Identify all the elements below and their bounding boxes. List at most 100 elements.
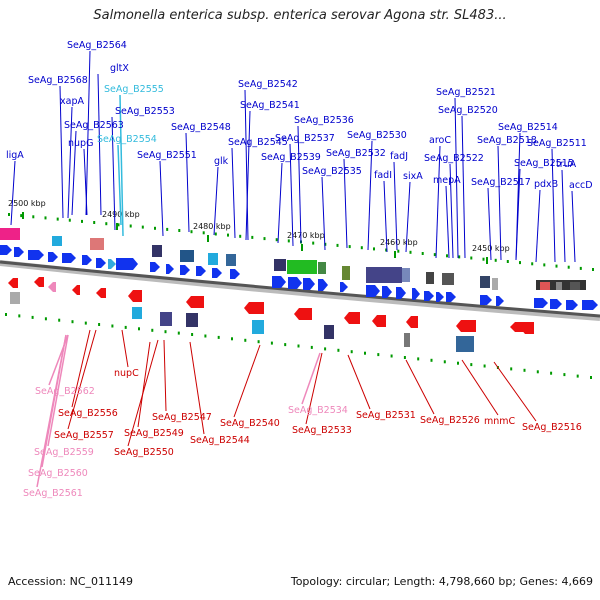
gene-label-reverse: nupC	[114, 368, 139, 379]
leader-line	[111, 116, 116, 231]
forward-gene-arrow	[396, 287, 406, 299]
tick-dot-lower	[191, 333, 194, 336]
kbp-major-tick	[486, 257, 488, 264]
gene-block	[456, 336, 474, 352]
gene-block	[186, 313, 198, 327]
leader-line	[244, 89, 249, 241]
reverse-gene-arrow	[344, 312, 360, 324]
leader-line	[159, 160, 164, 237]
gene-label-forward: ligA	[6, 150, 24, 161]
leader-line	[231, 147, 236, 239]
gene-block	[208, 253, 218, 265]
gene-label-forward: SeAg_B2555	[104, 84, 164, 95]
leader-line	[127, 339, 159, 447]
gene-label-forward: SeAg_B2539	[261, 152, 321, 163]
leader-line	[561, 169, 566, 263]
leader-line	[97, 73, 102, 216]
leader-line	[487, 187, 492, 261]
forward-gene-arrow	[366, 285, 380, 297]
tick-dot-lower	[510, 367, 513, 371]
leader-line	[305, 352, 323, 425]
tick-dot-lower	[244, 338, 247, 342]
tick-dot-upper	[494, 258, 497, 262]
reverse-gene-arrow	[72, 285, 80, 295]
map-title: Salmonella enterica subsp. enterica sero…	[93, 8, 507, 23]
tick-rows	[5, 213, 594, 379]
gene-label-forward: fadI	[374, 170, 392, 181]
tick-dot-upper	[81, 219, 83, 223]
tick-dot-upper	[385, 248, 388, 252]
forward-gene-arrow	[534, 298, 548, 308]
gene-label-forward: SeAg_B2548	[171, 122, 231, 133]
gene-label-reverse: SeAg_B2516	[522, 422, 582, 433]
tick-dot-upper	[336, 243, 339, 247]
gene-block	[402, 268, 410, 282]
tick-dot-lower	[111, 324, 114, 328]
tick-dot-upper	[166, 227, 169, 231]
forward-gene-arrow	[212, 268, 222, 278]
reverse-gene-arrow	[186, 296, 204, 308]
forward-gene-arrow	[446, 292, 456, 302]
tick-dot-upper	[433, 253, 436, 257]
leader-line	[321, 176, 326, 251]
gene-block	[180, 250, 194, 262]
gene-label-forward: fadJ	[390, 151, 408, 162]
gene-label-reverse: SeAg_B2531	[356, 410, 416, 421]
tick-dot-lower	[310, 345, 313, 349]
tick-dot-upper	[275, 238, 278, 242]
leader-line	[551, 148, 556, 263]
gene-label-forward: SeAg_B2564	[67, 40, 127, 51]
tick-dot-upper	[117, 223, 120, 227]
gene-block	[287, 260, 317, 274]
gene-label-forward: SeAg_B2551	[137, 150, 197, 161]
forward-gene-arrow	[566, 300, 578, 310]
gene-block	[0, 228, 20, 240]
leader-line	[67, 106, 73, 219]
tick-dot-upper	[409, 250, 412, 254]
gene-label-forward: glk	[214, 156, 229, 167]
forward-gene-arrow	[150, 262, 160, 272]
gene-block	[90, 238, 104, 250]
tick-dot-upper	[190, 230, 193, 234]
tick-dot-lower	[151, 328, 154, 332]
forward-gene-arrow	[96, 258, 106, 268]
gene-block	[570, 282, 580, 290]
tick-dot-upper	[531, 262, 534, 266]
gene-label-forward: SeAg_B2517	[471, 177, 531, 188]
leader-line	[515, 168, 521, 261]
leader-line	[67, 329, 97, 430]
leader-line	[47, 334, 69, 447]
leader-line	[121, 329, 129, 368]
forward-gene-arrow	[496, 296, 504, 306]
leader-line	[71, 130, 77, 216]
leader-line	[347, 354, 371, 410]
tick-dot-upper	[397, 249, 400, 253]
tick-dot-lower	[231, 337, 233, 341]
tick-dot-lower	[5, 313, 7, 316]
reverse-gene-arrow	[294, 308, 312, 320]
tick-dot-upper	[519, 261, 521, 265]
reverse-gene-arrow	[244, 302, 264, 314]
tick-dot-upper	[592, 268, 594, 271]
gene-label-reverse: mnmC	[484, 416, 516, 427]
gene-block	[226, 254, 236, 266]
tick-dot-lower	[138, 327, 140, 331]
forward-gene-arrow	[180, 265, 190, 275]
gene-label-forward: SeAg_B2522	[424, 153, 484, 164]
leader-line	[343, 158, 348, 249]
gene-label-reverse: SeAg_B2556	[58, 408, 118, 419]
tick-dot-upper	[458, 255, 461, 259]
gene-block	[442, 273, 454, 285]
gene-label-reverse: SeAg_B2533	[292, 425, 352, 436]
leader-line	[301, 352, 321, 405]
forward-gene-arrow	[582, 300, 598, 310]
tick-dot-lower	[177, 331, 180, 335]
forward-gene-arrow	[480, 295, 492, 305]
gene-label-forward: pdxB	[534, 179, 558, 190]
leader-line	[117, 144, 122, 226]
forward-gene-arrow	[230, 269, 240, 279]
leader-line	[213, 166, 219, 236]
leader-line	[405, 359, 435, 415]
leader-line	[163, 339, 167, 412]
